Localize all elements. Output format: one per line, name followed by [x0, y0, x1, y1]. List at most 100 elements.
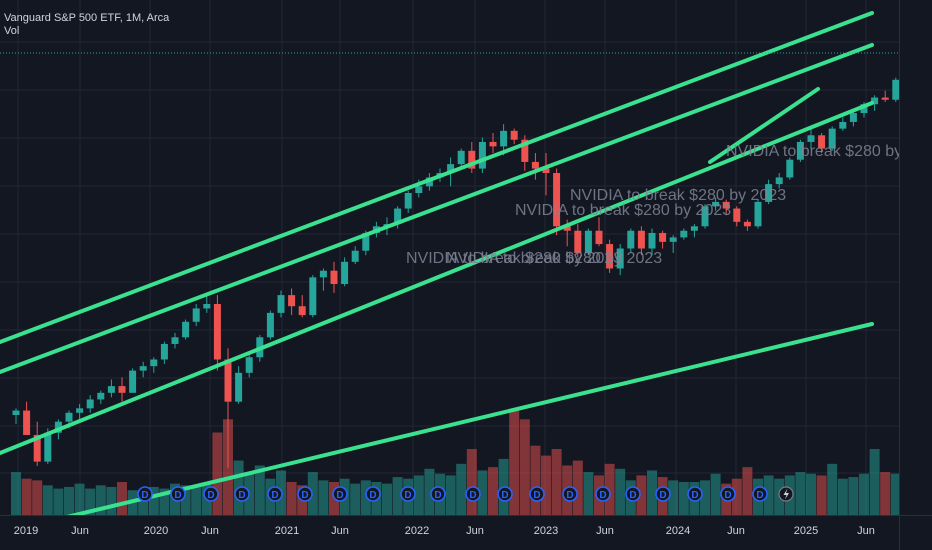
dividend-d-icon[interactable]: D: [465, 486, 481, 502]
candle[interactable]: [319, 268, 327, 291]
candle[interactable]: [171, 332, 179, 349]
candle[interactable]: [86, 395, 94, 413]
dividend-d-icon[interactable]: D: [529, 486, 545, 502]
candle[interactable]: [521, 135, 529, 171]
dividend-d-icon[interactable]: D: [497, 486, 513, 502]
text-annotation[interactable]: NVIDIA to break $280 by 2023: [726, 143, 932, 160]
candle[interactable]: [637, 226, 645, 256]
candle[interactable]: [478, 137, 486, 174]
dividend-d-icon[interactable]: D: [297, 486, 313, 502]
lightning-icon[interactable]: [778, 486, 794, 502]
candle[interactable]: [849, 110, 857, 127]
candle[interactable]: [669, 235, 677, 253]
text-annotation[interactable]: NVIDIA to break $280 by 2023: [446, 250, 662, 267]
volume-label[interactable]: Vol: [4, 25, 20, 37]
candle[interactable]: [341, 257, 349, 287]
candle[interactable]: [818, 133, 826, 154]
candle[interactable]: [680, 228, 688, 240]
candle[interactable]: [627, 228, 635, 253]
candle[interactable]: [76, 403, 84, 420]
dividend-d-icon[interactable]: D: [267, 486, 283, 502]
candle[interactable]: [160, 341, 168, 364]
candle[interactable]: [871, 95, 879, 111]
candle[interactable]: [807, 128, 815, 149]
candle[interactable]: [765, 179, 773, 205]
candle[interactable]: [690, 224, 698, 238]
candle[interactable]: [606, 239, 614, 273]
candle[interactable]: [97, 390, 105, 404]
text-annotation[interactable]: NVIDIA to break $280 by 2023: [406, 250, 622, 267]
dividend-d-icon[interactable]: D: [720, 486, 736, 502]
candle[interactable]: [118, 377, 126, 402]
candle[interactable]: [786, 157, 794, 180]
candle[interactable]: [733, 206, 741, 227]
text-annotation[interactable]: NVIDIA to break $280 by 2023: [570, 187, 786, 204]
candle[interactable]: [553, 168, 561, 236]
candle[interactable]: [754, 199, 762, 229]
trendline[interactable]: [708, 87, 820, 164]
candle[interactable]: [235, 366, 243, 404]
dividend-d-icon[interactable]: D: [595, 486, 611, 502]
candle[interactable]: [23, 401, 31, 435]
candle[interactable]: [457, 148, 465, 167]
candle[interactable]: [404, 190, 412, 213]
candle[interactable]: [33, 421, 41, 467]
dividend-d-icon[interactable]: D: [400, 486, 416, 502]
candle[interactable]: [489, 133, 497, 154]
candle[interactable]: [542, 153, 550, 196]
candle[interactable]: [775, 173, 783, 189]
candle[interactable]: [839, 117, 847, 131]
candle[interactable]: [468, 141, 476, 174]
candle[interactable]: [712, 197, 720, 211]
candle[interactable]: [584, 228, 592, 256]
candle[interactable]: [182, 319, 190, 340]
dividend-d-icon[interactable]: D: [170, 486, 186, 502]
dividend-d-icon[interactable]: D: [655, 486, 671, 502]
candle[interactable]: [277, 290, 285, 318]
candle[interactable]: [722, 199, 730, 216]
dividend-d-icon[interactable]: D: [625, 486, 641, 502]
candle[interactable]: [659, 230, 667, 249]
candle[interactable]: [245, 352, 253, 378]
candle[interactable]: [224, 348, 232, 469]
candle[interactable]: [648, 228, 656, 256]
candle[interactable]: [330, 261, 338, 293]
candle[interactable]: [139, 361, 147, 378]
symbol-line[interactable]: Vanguard S&P 500 ETF, 1M, Arca: [4, 12, 170, 24]
text-annotation[interactable]: NVIDIA to break $280 by 2023: [515, 202, 731, 219]
candle[interactable]: [150, 357, 158, 373]
candle[interactable]: [892, 77, 900, 102]
candle[interactable]: [701, 204, 709, 229]
dividend-d-icon[interactable]: D: [203, 486, 219, 502]
trendline[interactable]: [0, 101, 874, 455]
candle[interactable]: [574, 224, 582, 258]
candle[interactable]: [531, 153, 539, 180]
trendline[interactable]: [0, 43, 874, 374]
candle[interactable]: [595, 217, 603, 247]
dividend-d-icon[interactable]: D: [332, 486, 348, 502]
candle[interactable]: [616, 244, 624, 276]
dividend-d-icon[interactable]: D: [430, 486, 446, 502]
dividend-d-icon[interactable]: D: [562, 486, 578, 502]
candle[interactable]: [828, 126, 836, 151]
candle[interactable]: [351, 246, 359, 265]
dividend-d-icon[interactable]: D: [137, 486, 153, 502]
candle[interactable]: [510, 128, 518, 145]
candle[interactable]: [129, 368, 137, 393]
dividend-d-icon[interactable]: D: [687, 486, 703, 502]
price-scale-panel[interactable]: [900, 0, 932, 515]
candle[interactable]: [213, 295, 221, 371]
dividend-d-icon[interactable]: D: [752, 486, 768, 502]
dividend-d-icon[interactable]: D: [365, 486, 381, 502]
dividend-d-icon[interactable]: D: [234, 486, 250, 502]
candle[interactable]: [298, 295, 306, 318]
candle[interactable]: [12, 408, 20, 424]
candle[interactable]: [266, 310, 274, 340]
candle[interactable]: [796, 139, 804, 162]
candle[interactable]: [309, 275, 317, 318]
trendline[interactable]: [0, 11, 874, 344]
candle[interactable]: [743, 219, 751, 231]
